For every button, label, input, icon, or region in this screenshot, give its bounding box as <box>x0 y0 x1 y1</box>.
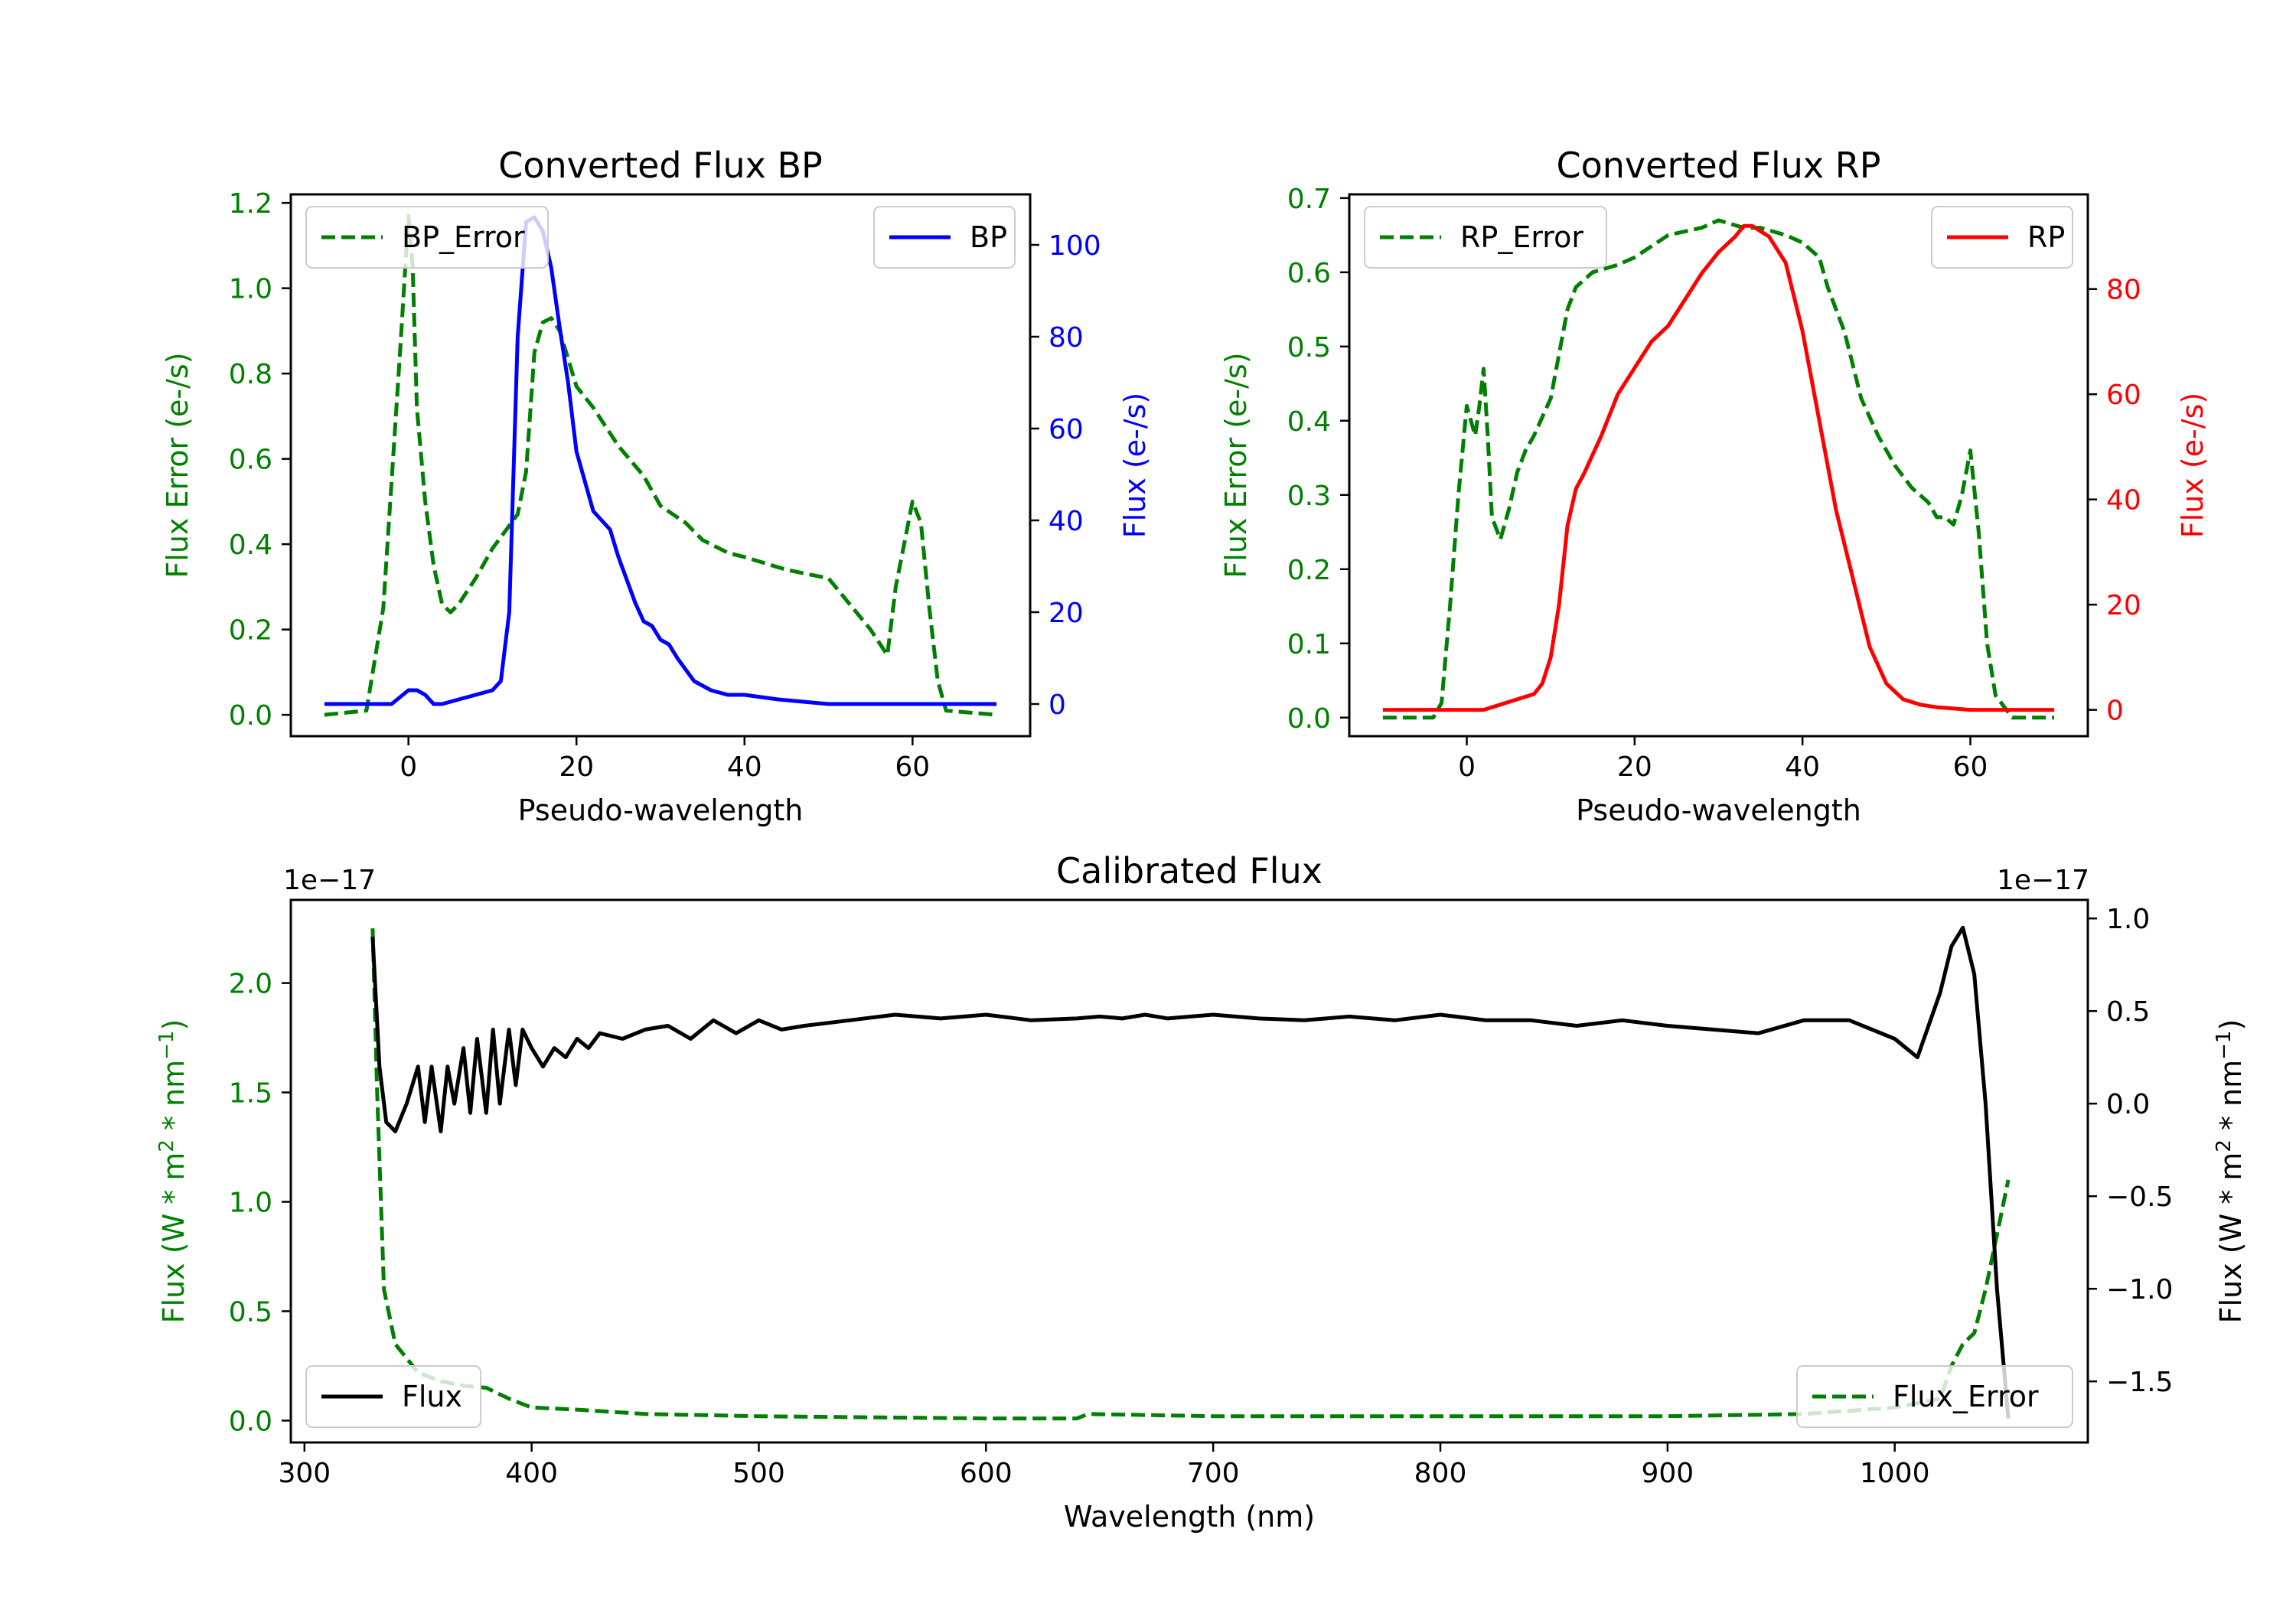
x-tick-label: 800 <box>1414 1458 1467 1489</box>
y-right-tick-label: 0.0 <box>2106 1089 2150 1120</box>
y-left-tick-label: 1.0 <box>229 274 272 305</box>
legend-frame <box>1364 206 1607 269</box>
plot-frame <box>289 898 2089 1444</box>
x-tick-label: 0 <box>1458 751 1476 783</box>
plot-frame <box>289 193 1032 738</box>
y-right-tick-label: −1.5 <box>2106 1367 2173 1398</box>
y-right-tick-label: 20 <box>1049 598 1084 629</box>
legend-label: BP_Error <box>402 220 525 254</box>
x-tick-label: 400 <box>505 1458 558 1489</box>
y-left-tick-label: 0.6 <box>229 445 272 476</box>
x-tick-label: 300 <box>278 1458 331 1489</box>
y-right-tick-label: 40 <box>1049 506 1084 537</box>
panel-converted-flux-bp: Converted Flux BP 0 20 40 60 0.0 0.2 0.4 0.6 0.8 1… <box>161 145 1152 827</box>
y-left-tick-label: 0.0 <box>1287 703 1331 735</box>
y-right-tick-label: 0 <box>2106 696 2124 727</box>
x-tick-label: 0 <box>400 751 417 783</box>
legend-frame <box>305 1365 481 1428</box>
y-left-tick-label: 0.2 <box>229 615 272 647</box>
x-axis-label: Pseudo-wavelength <box>518 794 804 827</box>
y-left-axis-label: Flux Error (e-/s) <box>161 352 194 578</box>
x-tick-label: 20 <box>559 751 594 783</box>
legend-label: Flux_Error <box>1893 1380 2039 1413</box>
x-tick-label: 700 <box>1187 1458 1240 1489</box>
y-right-tick-label: 80 <box>1049 322 1084 354</box>
legend-label: RP_Error <box>1460 220 1583 254</box>
chart-title: Converted Flux RP <box>1557 145 1881 186</box>
y-left-axis-label: Flux Error (e-/s) <box>1219 352 1253 578</box>
y-right-tick-label: 60 <box>2106 380 2141 411</box>
y-right-axis-label: Flux (e-/s) <box>1118 393 1152 538</box>
y-left-tick-label: 0.3 <box>1287 481 1331 512</box>
y-right-tick-label: 80 <box>2106 275 2141 306</box>
series-line-rp <box>1382 223 2055 712</box>
series-line-rp-error <box>1382 218 2055 720</box>
legend-label: RP <box>2027 220 2065 254</box>
y-right-tick-label: 40 <box>2106 485 2141 517</box>
legend-bp: BP <box>873 206 1016 269</box>
y-right-tick-label: 0 <box>1049 689 1066 721</box>
legend-rp-error: RP_Error <box>1364 206 1607 269</box>
chart-title: Calibrated Flux <box>1056 850 1322 892</box>
y-left-tick-label: 0.0 <box>229 700 272 732</box>
y-left-axis-label: Flux (W * m2 * nm−1) <box>155 1019 191 1324</box>
series-line-bp <box>324 215 997 706</box>
chart-title: Converted Flux BP <box>498 145 823 186</box>
x-tick-label: 60 <box>895 751 930 783</box>
panel-converted-flux-rp: Converted Flux RP 0 20 40 60 0.0 0.1 0.2 0.3 0.4 0… <box>1219 145 2210 827</box>
y-right-axis-label: Flux (e-/s) <box>2176 393 2210 538</box>
series-line-bp-error <box>324 214 997 717</box>
y-left-tick-label: 2.0 <box>229 969 272 1000</box>
y-left-tick-label: 0.7 <box>1287 184 1331 215</box>
x-tick-label: 40 <box>727 751 762 783</box>
y-left-tick-label: 1.0 <box>229 1188 272 1219</box>
y-left-tick-label: 1.5 <box>229 1078 272 1110</box>
legend-label: Flux <box>402 1380 462 1413</box>
x-tick-label: 900 <box>1641 1458 1694 1489</box>
y-left-tick-label: 0.0 <box>229 1406 272 1437</box>
legend-bp-error: BP_Error <box>305 206 549 269</box>
y-left-tick-label: 0.4 <box>229 530 272 561</box>
y-left-tick-label: 0.2 <box>1287 555 1331 586</box>
y-right-tick-label: −0.5 <box>2106 1182 2173 1213</box>
y-right-tick-label: 100 <box>1049 230 1101 262</box>
y-left-tick-label: 0.5 <box>229 1296 272 1328</box>
x-tick-label: 40 <box>1785 751 1820 783</box>
legend-frame <box>305 206 549 269</box>
y-left-tick-label: 0.8 <box>229 359 272 390</box>
x-tick-label: 60 <box>1953 751 1988 783</box>
x-tick-label: 1000 <box>1860 1458 1930 1489</box>
series-line-flux <box>370 925 2011 1419</box>
y-right-tick-label: 0.5 <box>2106 996 2150 1028</box>
plot-frame <box>1348 193 2089 738</box>
x-tick-label: 20 <box>1617 751 1652 783</box>
y-right-tick-label: 20 <box>2106 590 2141 621</box>
y-left-tick-label: 0.5 <box>1287 332 1331 363</box>
x-tick-label: 500 <box>732 1458 785 1489</box>
y-right-tick-label: 60 <box>1049 414 1084 445</box>
y-right-offset-text: 1e−17 <box>1997 865 2089 896</box>
y-right-axis-label: Flux (W * m2 * nm−1) <box>2213 1019 2248 1324</box>
y-left-tick-label: 1.2 <box>229 188 272 220</box>
x-axis-label: Pseudo-wavelength <box>1576 794 1861 827</box>
series-line-flux-error <box>370 928 2011 1421</box>
legend-frame <box>1796 1365 2073 1428</box>
y-left-tick-label: 0.1 <box>1287 629 1331 660</box>
x-tick-label: 600 <box>960 1458 1013 1489</box>
panel-calibrated-flux: Calibrated Flux 300 400 500 600 700 800 900 1000… <box>155 850 2248 1534</box>
y-left-offset-text: 1e−17 <box>283 865 376 896</box>
x-axis-label: Wavelength (nm) <box>1064 1500 1315 1534</box>
y-left-tick-label: 0.6 <box>1287 258 1331 289</box>
y-right-tick-label: −1.0 <box>2106 1274 2173 1305</box>
legend-flux: Flux <box>305 1365 481 1428</box>
legend-rp: RP <box>1931 206 2073 269</box>
legend-flux-error: Flux_Error <box>1796 1365 2073 1428</box>
y-right-tick-label: 1.0 <box>2106 904 2150 935</box>
y-left-tick-label: 0.4 <box>1287 406 1331 438</box>
legend-label: BP <box>970 220 1007 254</box>
